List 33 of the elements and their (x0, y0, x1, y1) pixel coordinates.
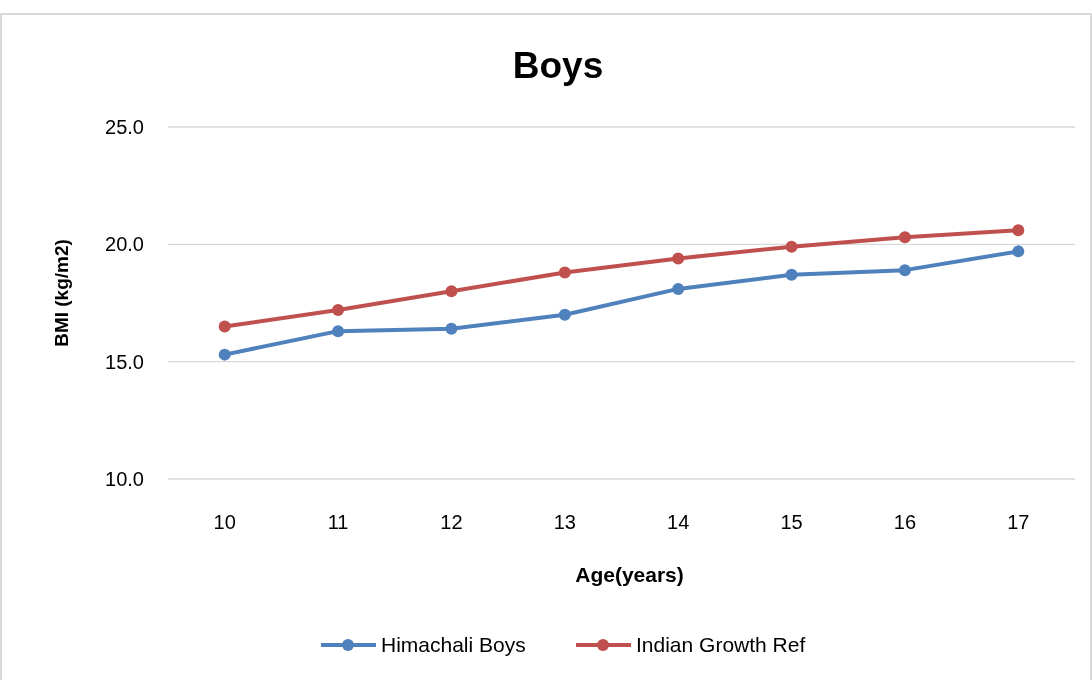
y-tick-label: 10.0 (105, 468, 144, 490)
x-axis-title: Age(years) (575, 563, 684, 586)
point (672, 282, 685, 295)
x-tick-label: 10 (213, 511, 236, 533)
point (785, 268, 798, 281)
y-axis-title: BMI (kg/m2) (51, 239, 72, 347)
x-tick-label: 16 (893, 511, 917, 533)
point (1012, 245, 1025, 258)
x-tick-label: 15 (780, 511, 803, 533)
point (445, 285, 458, 298)
point (218, 320, 231, 333)
point (558, 266, 571, 279)
legend-label: Indian Growth Ref (636, 633, 806, 657)
x-tick-label: 17 (1007, 511, 1030, 533)
point (785, 240, 798, 253)
point (1012, 224, 1025, 237)
x-tick-label: 14 (667, 511, 690, 533)
y-tick-label: 25.0 (105, 116, 144, 138)
legend-label: Himachali Boys (381, 633, 526, 657)
x-tick-label: 13 (553, 511, 576, 533)
x-tick-label: 12 (440, 511, 463, 533)
point (445, 322, 458, 335)
y-tick-label: 15.0 (105, 350, 144, 373)
point (218, 348, 231, 361)
point (332, 304, 345, 317)
point (898, 264, 911, 277)
point (672, 252, 685, 265)
point (898, 231, 911, 244)
point (558, 308, 571, 321)
chart-title: Boys (512, 45, 604, 86)
x-tick-label: 11 (327, 511, 349, 533)
point (332, 325, 345, 338)
y-tick-label: 20.0 (105, 233, 144, 256)
